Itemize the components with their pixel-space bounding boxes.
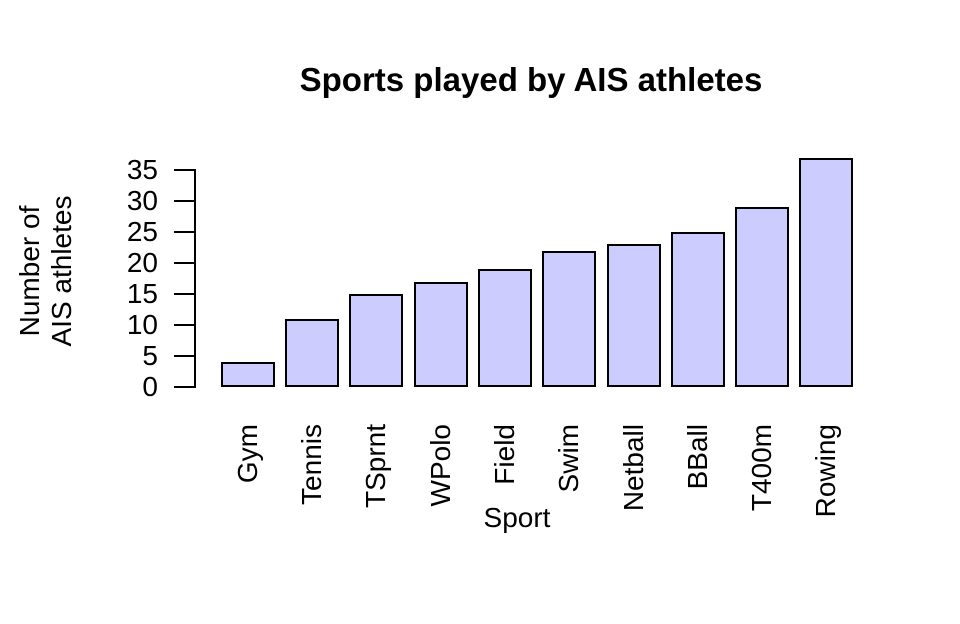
x-axis-label: Sport (483, 502, 551, 533)
chart-title: Sports played by AIS athletes (299, 61, 763, 98)
y-tick-mark (174, 200, 194, 202)
bar-tsprnt (349, 294, 404, 387)
bar-gym (220, 362, 275, 387)
y-tick-label: 10 (126, 309, 158, 340)
x-category-label: Field (488, 424, 520, 485)
bar-rowing (799, 157, 854, 387)
y-tick-label: 25 (126, 216, 158, 247)
y-tick-label: 5 (142, 340, 158, 371)
x-category-label: Rowing (810, 424, 842, 518)
y-axis-label-line-2: AIS athletes (46, 195, 77, 347)
x-category-label: BBall (681, 424, 713, 490)
bar-netball (606, 244, 661, 387)
x-category-label: Netball (617, 424, 649, 512)
bar-field (477, 269, 532, 387)
x-category-label: Swim (553, 424, 585, 493)
y-axis-label: Number of AIS athletes (14, 196, 78, 347)
y-tick-label: 20 (126, 247, 158, 278)
y-tick-mark (174, 231, 194, 233)
bar-swim (542, 250, 597, 387)
y-axis-label-line-1: Number of (14, 205, 45, 337)
x-category-label: Tennis (296, 424, 327, 505)
x-category-label: TSprnt (360, 424, 392, 509)
y-tick-label: 30 (126, 185, 158, 216)
x-category-label: Gym (231, 424, 263, 484)
bar-bball (670, 232, 725, 387)
y-axis-line (194, 169, 196, 388)
y-tick-mark (174, 355, 194, 357)
y-tick-mark (174, 293, 194, 295)
bar-t400m (735, 207, 790, 387)
y-tick-label: 35 (126, 154, 158, 185)
y-tick-mark (174, 386, 194, 388)
y-tick-mark (174, 324, 194, 326)
y-tick-label: 0 (142, 371, 158, 402)
y-tick-mark (174, 169, 194, 171)
y-tick-mark (174, 262, 194, 264)
x-category-label: WPolo (424, 424, 456, 507)
x-category-label: T400m (746, 424, 778, 512)
bar-wpolo (413, 281, 468, 387)
y-tick-label: 15 (126, 278, 158, 309)
bar-tennis (285, 318, 339, 387)
